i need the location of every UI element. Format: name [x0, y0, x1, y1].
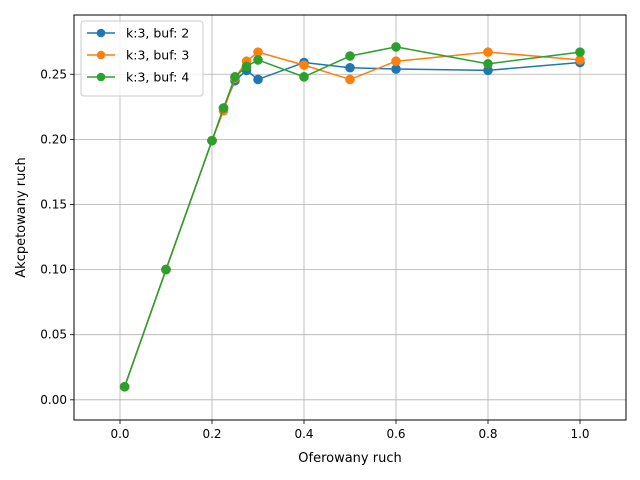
y-tick-label: 0.25	[40, 67, 67, 81]
legend-item: k:3, buf: 3	[87, 48, 189, 63]
x-tick-label: 0.8	[478, 427, 497, 441]
data-point	[483, 47, 493, 57]
y-tick-label: 0.10	[40, 263, 67, 277]
data-point	[345, 51, 355, 61]
axis-ticks: 0.0 0.2 0.4 0.6 0.8 1.0 0.00 0.05 0.10 0.15 0.20 0.…	[40, 67, 589, 441]
data-point	[253, 55, 263, 65]
data-point	[241, 61, 252, 72]
x-tick-label: 0.2	[202, 427, 221, 441]
legend-marker	[96, 72, 106, 82]
data-point	[345, 74, 355, 85]
legend-label: k:3, buf: 3	[126, 48, 189, 63]
series-line	[123, 46, 581, 388]
data-point	[299, 72, 309, 82]
series-3	[119, 42, 585, 392]
y-tick-label: 0.20	[40, 132, 67, 146]
x-axis-label: Oferowany ruch	[298, 451, 401, 466]
data-point	[230, 72, 240, 82]
data-point	[161, 264, 171, 275]
legend-label: k:3, buf: 2	[126, 26, 189, 41]
data-point	[345, 62, 355, 73]
data-point	[575, 47, 585, 57]
x-tick-label: 0.0	[110, 427, 129, 441]
y-tick-label: 0.05	[40, 328, 67, 342]
legend: k:3, buf: 2 k:3, buf: 3 k:3, buf: 4	[80, 20, 204, 97]
data-point	[253, 47, 263, 57]
data-point	[483, 59, 493, 69]
data-point	[207, 135, 217, 146]
data-point	[119, 381, 130, 392]
legend-label: k:3, buf: 4	[126, 70, 189, 85]
data-point	[391, 42, 401, 52]
legend-item: k:3, buf: 2	[87, 26, 189, 41]
data-point	[299, 60, 309, 70]
data-point	[391, 56, 401, 67]
data-point	[391, 64, 401, 74]
x-tick-label: 0.4	[294, 427, 313, 441]
y-axis-label: Akcpetowany ruch	[14, 157, 29, 278]
y-tick-label: 0.15	[40, 197, 67, 211]
y-tick-label: 0.00	[40, 393, 67, 407]
data-point	[253, 74, 263, 85]
x-tick-label: 0.6	[386, 427, 405, 441]
legend-marker	[96, 50, 106, 60]
plot-series	[119, 42, 585, 392]
legend-marker	[96, 28, 106, 38]
data-point	[218, 103, 229, 113]
data-point	[575, 55, 585, 65]
legend-item: k:3, buf: 4	[87, 70, 189, 85]
axes-frame	[73, 14, 627, 421]
x-tick-label: 1.0	[570, 427, 589, 441]
